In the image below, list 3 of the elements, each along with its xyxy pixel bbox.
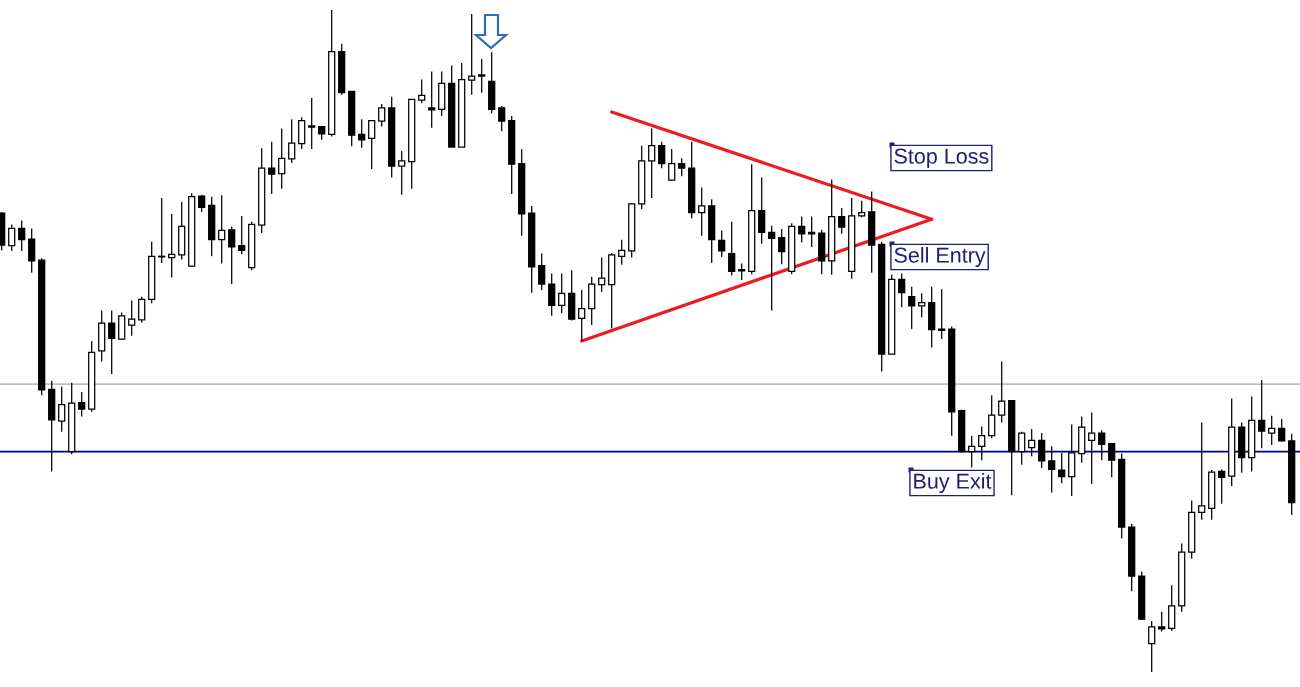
annotation: Sell Entry [894, 247, 986, 268]
annotation: Stop Loss [894, 148, 989, 169]
annotation: Buy Exit [914, 473, 992, 494]
